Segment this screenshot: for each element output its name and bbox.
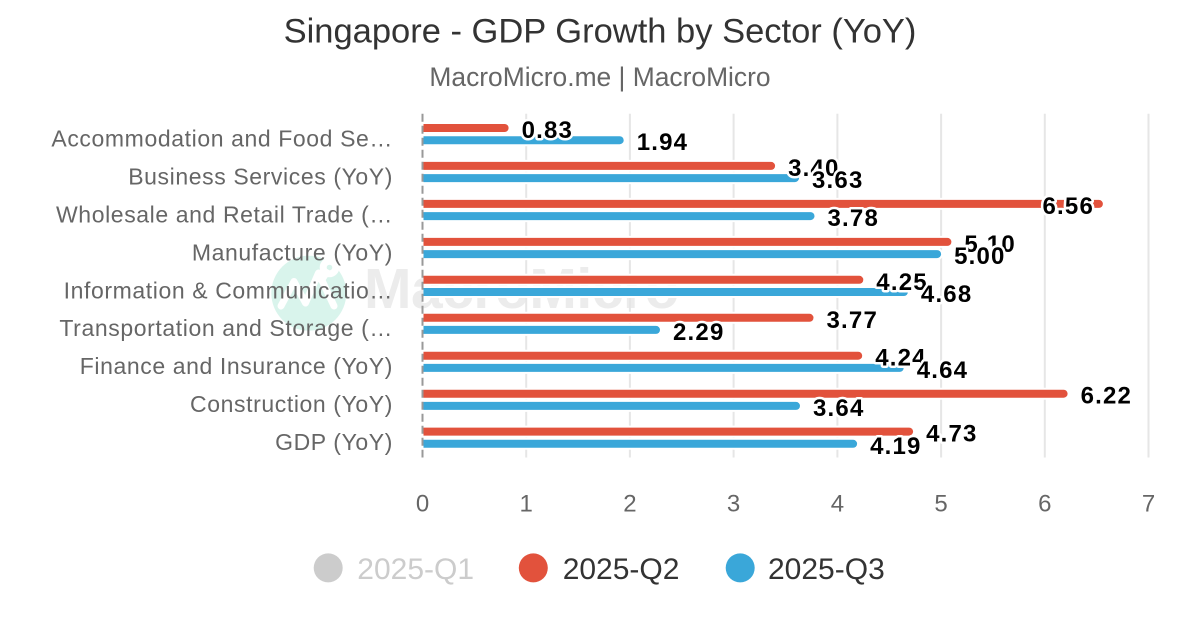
- svg-text:Wholesale and Retail Trade (…: Wholesale and Retail Trade (…: [56, 201, 393, 227]
- svg-text:0.83: 0.83: [522, 117, 574, 144]
- svg-text:Business Services (YoY): Business Services (YoY): [128, 163, 393, 189]
- svg-text:6: 6: [1038, 490, 1051, 517]
- svg-text:Finance and Insurance (YoY): Finance and Insurance (YoY): [80, 353, 393, 379]
- svg-text:4.64: 4.64: [917, 357, 969, 384]
- svg-text:2: 2: [623, 490, 636, 517]
- svg-text:GDP (YoY): GDP (YoY): [275, 429, 393, 455]
- svg-text:Information & Communicatio…: Information & Communicatio…: [64, 277, 393, 303]
- svg-text:1: 1: [520, 490, 533, 517]
- svg-text:6.22: 6.22: [1081, 383, 1133, 410]
- svg-text:Singapore - GDP Growth by Sect: Singapore - GDP Growth by Sector (YoY): [284, 13, 917, 51]
- svg-text:Construction (YoY): Construction (YoY): [190, 391, 393, 417]
- svg-text:2.29: 2.29: [673, 319, 725, 346]
- svg-text:MacroMicro.me | MacroMicro: MacroMicro.me | MacroMicro: [429, 62, 770, 92]
- svg-text:2025-Q1: 2025-Q1: [357, 553, 474, 586]
- svg-text:0: 0: [416, 490, 429, 517]
- svg-text:5.10: 5.10: [964, 231, 1016, 258]
- svg-text:3.77: 3.77: [827, 307, 879, 334]
- svg-text:4.19: 4.19: [870, 433, 922, 460]
- svg-text:4.25: 4.25: [876, 269, 928, 296]
- svg-text:3: 3: [727, 490, 740, 517]
- svg-text:3.78: 3.78: [828, 205, 880, 232]
- svg-text:2025-Q2: 2025-Q2: [563, 553, 680, 586]
- svg-text:7: 7: [1142, 490, 1155, 517]
- svg-text:Accommodation and Food Se…: Accommodation and Food Se…: [51, 126, 393, 152]
- svg-text:3.64: 3.64: [813, 395, 865, 422]
- svg-text:Manufacture (YoY): Manufacture (YoY): [192, 239, 393, 265]
- svg-text:2025-Q3: 2025-Q3: [768, 553, 885, 586]
- svg-text:4.68: 4.68: [921, 281, 973, 308]
- svg-text:4: 4: [831, 490, 844, 517]
- svg-text:3.40: 3.40: [788, 155, 840, 182]
- svg-text:Transportation and Storage (…: Transportation and Storage (…: [59, 315, 393, 341]
- svg-text:5.00: 5.00: [954, 243, 1006, 270]
- svg-text:4.73: 4.73: [926, 421, 978, 448]
- svg-text:5: 5: [934, 490, 947, 517]
- svg-text:4.24: 4.24: [875, 345, 927, 372]
- svg-text:3.63: 3.63: [812, 167, 864, 194]
- svg-text:6.56: 6.56: [1042, 193, 1094, 220]
- svg-text:1.94: 1.94: [637, 129, 689, 156]
